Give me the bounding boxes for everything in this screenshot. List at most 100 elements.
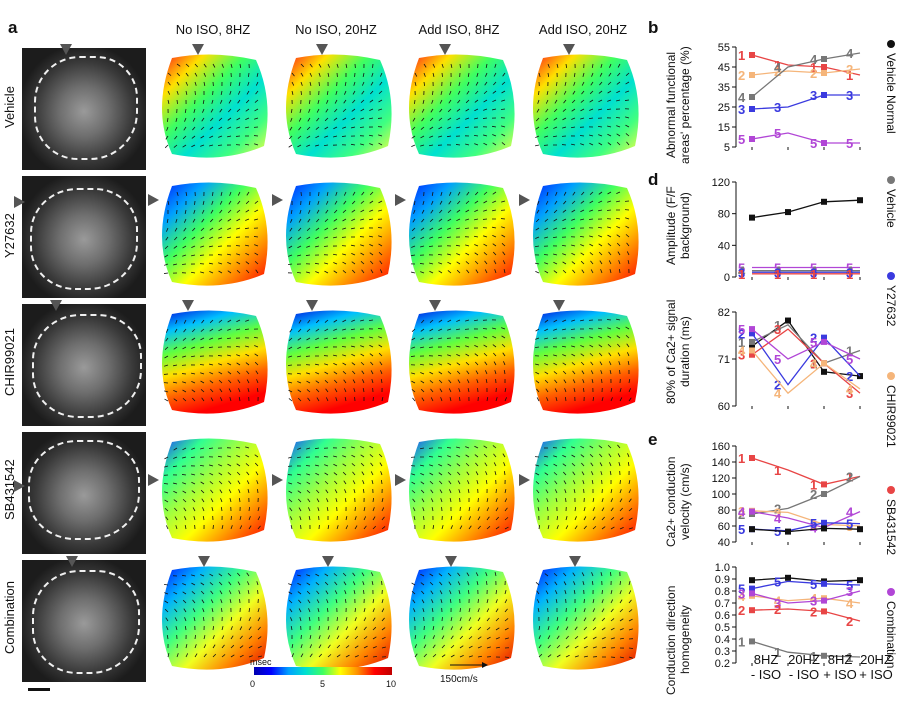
series-marker-label: 5 — [738, 582, 745, 597]
pacing-site-marker — [445, 556, 457, 567]
data-point — [749, 607, 755, 614]
series-line — [751, 640, 861, 658]
y-tick-label: 0.2 — [715, 658, 730, 670]
series-marker-label: 4 — [810, 52, 818, 67]
data-point — [785, 574, 791, 581]
y-tick-label: 140 — [712, 457, 730, 469]
series-marker-label: 2 — [774, 501, 781, 516]
activation-map — [523, 178, 645, 291]
data-point — [857, 577, 863, 584]
data-point — [821, 334, 827, 341]
series-marker-label: 2 — [810, 487, 817, 502]
series-marker-label: 3 — [774, 100, 781, 115]
pacing-site-marker — [316, 44, 328, 55]
data-point — [821, 338, 827, 345]
pacing-site-marker — [14, 480, 25, 492]
series-marker-label: 4 — [810, 591, 818, 606]
activation-map — [523, 306, 645, 419]
x-category-bottom: - ISO — [750, 667, 782, 682]
legend-marker — [887, 588, 895, 596]
series-marker-label: 1 — [774, 267, 781, 282]
y-tick-label: 40 — [718, 537, 730, 549]
brightfield-image-sb431542 — [22, 432, 146, 554]
series-marker-label: 4 — [810, 264, 818, 279]
data-point — [749, 72, 755, 78]
series-line — [751, 590, 861, 604]
series-marker-label: 4 — [738, 589, 746, 604]
y-tick-label: 45 — [718, 62, 730, 74]
series-marker-label: 5 — [846, 352, 853, 367]
velocity-scale-arrow — [450, 662, 488, 668]
series-marker-label: 1 — [774, 463, 781, 478]
pacing-site-marker — [272, 194, 283, 206]
row-label-chir99021: CHIR99021 — [2, 328, 17, 397]
series-marker-label: 2 — [738, 507, 745, 522]
data-point — [821, 56, 827, 62]
series-marker-label: 3 — [846, 386, 853, 401]
series-marker-label: 3 — [810, 594, 817, 609]
line-chart-5: 0.2 0.3 0.4 0.5 0.6 0.7 0.8 0.9 1.0 5 5 5 5 4 4 4 4 3 3 3 3 2… — [700, 562, 880, 672]
y-tick-label: 0.3 — [715, 646, 730, 658]
series-marker-label: 1 — [774, 318, 781, 333]
column-header-3: Add ISO, 8HZ — [418, 22, 500, 37]
y-tick-label: 0.8 — [715, 586, 730, 598]
legend-vehicle: Vehicle — [884, 176, 898, 228]
series-marker-label: 4 — [846, 505, 854, 520]
series-marker-label: 1 — [738, 634, 745, 649]
pacing-site-marker — [563, 44, 575, 55]
data-point — [821, 64, 827, 70]
series-marker-label: 4 — [846, 46, 854, 61]
series-marker-label: 5 — [810, 516, 817, 531]
pacing-site-marker — [519, 194, 530, 206]
data-point — [821, 652, 827, 659]
ylabel-amplitude: Amplitude (F/F background) — [664, 186, 692, 266]
series-line — [751, 94, 860, 110]
data-point — [749, 585, 755, 592]
series-marker-label: 3 — [846, 88, 853, 103]
data-point — [749, 590, 755, 597]
legend-marker — [887, 372, 895, 380]
series-marker-label: 1 — [846, 650, 853, 665]
activation-map — [523, 50, 645, 163]
series-marker-label: 5 — [738, 261, 745, 276]
activation-map — [152, 178, 274, 291]
scale-bar — [28, 688, 50, 691]
series-marker-label: 3 — [774, 265, 781, 280]
column-header-2: No ISO, 20HZ — [295, 22, 377, 37]
data-point — [821, 597, 827, 604]
data-point — [785, 209, 791, 216]
x-category-bottom: + ISO — [859, 667, 893, 682]
series-line — [751, 527, 861, 533]
series-line — [751, 52, 861, 98]
series-marker-label: 2 — [774, 602, 781, 617]
panel-letter-b: b — [648, 18, 659, 37]
x-category-top: 20HZ — [860, 652, 892, 667]
series-marker-label: 3 — [738, 265, 745, 280]
series-marker-label: 4 — [738, 343, 746, 358]
series-marker-label: 5 — [774, 126, 781, 141]
y-tick-label: 0.9 — [715, 574, 730, 586]
series-marker-label: 4 — [774, 60, 782, 75]
series-marker-label: 5 — [810, 577, 817, 592]
activation-map — [276, 434, 398, 547]
y-tick-label: 40 — [718, 240, 730, 252]
series-line — [751, 332, 861, 386]
data-point — [821, 360, 827, 367]
ylabel-conduction-velocity: Ca2+ conduction velocity (cm/s) — [664, 456, 692, 548]
colorbar — [254, 667, 392, 675]
data-point — [821, 580, 827, 587]
series-marker-label: 4 — [846, 382, 854, 397]
series-marker-label: 4 — [774, 594, 782, 609]
line-chart-1: 5 15 25 35 45 55 1 1 1 1 2 2 2 2 3 3 3 3 4 4 4 4 5 5 5 5 — [700, 42, 880, 156]
chart-svg: 0.20.30.40.50.60.70.80.91.05 5 5 54 4 4 433 332… — [715, 562, 863, 670]
series-marker-label: 2 — [810, 331, 817, 346]
series-line — [751, 350, 861, 395]
pacing-site-marker — [192, 44, 204, 55]
series-line — [751, 475, 861, 515]
y-tick-label: 80 — [718, 505, 730, 517]
series-marker-label: 5 — [738, 322, 745, 337]
series-line — [751, 199, 861, 219]
panel-letter-e: e — [648, 430, 658, 449]
pacing-site-marker — [439, 44, 451, 55]
